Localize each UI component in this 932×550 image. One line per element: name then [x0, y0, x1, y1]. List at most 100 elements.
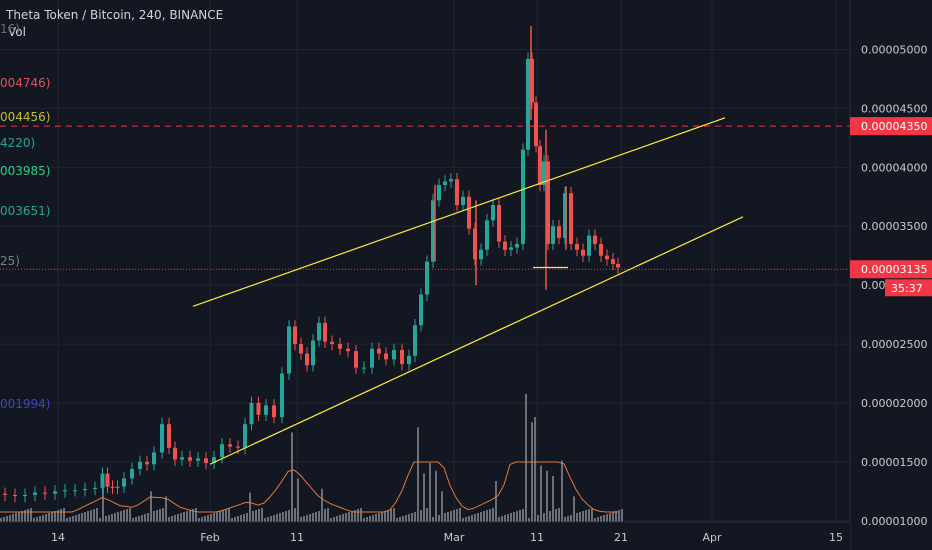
y-tick-label: 0.00002500	[861, 338, 927, 351]
volume-bar	[192, 509, 194, 522]
candle-body	[431, 200, 435, 262]
volume-bar	[315, 512, 317, 522]
candle-body	[93, 487, 97, 490]
volume-bar	[408, 514, 410, 522]
volume-bar	[9, 515, 11, 522]
volume-bar	[225, 509, 227, 522]
candle-body	[611, 259, 615, 264]
volume-bar	[270, 516, 272, 522]
candle-body	[425, 261, 429, 295]
volume-bar	[414, 512, 416, 522]
volume-bar	[261, 508, 263, 522]
volume-bar	[303, 516, 305, 522]
y-tick-label: 0.00002000	[861, 397, 927, 410]
candle-body	[280, 373, 284, 418]
candle-body	[546, 161, 550, 244]
candle-body	[449, 179, 453, 182]
candle-body	[557, 226, 561, 239]
candle-body	[115, 486, 120, 488]
volume-bar	[558, 508, 560, 522]
volume-bar	[429, 463, 431, 522]
volume-bar	[441, 491, 443, 522]
volume-bar	[459, 508, 461, 522]
trend-line[interactable]	[209, 216, 744, 465]
volume-bar	[198, 518, 200, 522]
candle-body	[605, 255, 609, 260]
volume-bar	[555, 509, 557, 522]
volume-bar	[219, 511, 221, 522]
indicator-value-label: 001994)	[0, 397, 51, 411]
candle-body	[443, 181, 447, 185]
volume-bar	[426, 508, 428, 522]
volume-bar	[18, 512, 20, 522]
volume-bar	[189, 510, 191, 522]
volume-bar	[456, 509, 458, 522]
candle-body	[593, 235, 597, 244]
volume-bar	[477, 513, 479, 522]
volume-bar	[15, 513, 17, 522]
candle-body	[330, 341, 334, 345]
volume-bar	[351, 511, 353, 522]
candle-body	[551, 226, 555, 244]
volume-bar	[564, 517, 566, 522]
volume-bar	[405, 515, 407, 522]
candle-body	[461, 196, 465, 206]
volume-bar	[288, 510, 290, 522]
candle-body	[212, 457, 216, 464]
volume-bar	[42, 515, 44, 522]
candle-body	[63, 490, 67, 492]
candle-body	[173, 447, 177, 460]
volume-bar	[180, 513, 182, 522]
volume-bar	[306, 515, 308, 522]
volume-bar	[342, 514, 344, 522]
volume-bar	[66, 518, 68, 522]
candle-body	[43, 492, 47, 494]
candle-body	[370, 348, 374, 368]
volume-bar	[69, 517, 71, 522]
volume-bar	[339, 515, 341, 522]
volume-bar	[144, 514, 146, 522]
candle-body	[249, 402, 254, 425]
volume-bar	[519, 510, 521, 522]
candle-body	[497, 205, 501, 242]
volume-bar	[360, 508, 362, 522]
volume-bar	[207, 515, 209, 522]
indicator-value-label: 25)	[0, 254, 20, 268]
x-tick-label: 11	[290, 531, 304, 544]
candle-body	[188, 457, 192, 461]
volume-bar	[447, 512, 449, 522]
volume-bar	[510, 513, 512, 522]
candle-body	[236, 446, 240, 448]
candle-body	[243, 424, 247, 448]
volume-bar	[282, 512, 284, 522]
candle-body	[491, 205, 495, 221]
volume-bar	[153, 511, 155, 522]
volume-bar	[84, 512, 86, 522]
volume-bar	[600, 516, 602, 522]
volume-bar	[39, 516, 41, 522]
volume-bar	[168, 517, 170, 522]
volume-bar	[357, 509, 359, 522]
volume-bar	[609, 513, 611, 522]
volume-bar	[618, 510, 620, 522]
candle-body	[73, 490, 77, 492]
volume-bar	[147, 513, 149, 522]
volume-bar	[390, 509, 392, 522]
volume-bar	[399, 517, 401, 522]
volume-bar	[597, 517, 599, 522]
chart-title: Theta Token / Bitcoin, 240, BINANCE	[6, 8, 224, 22]
volume-bar	[330, 518, 332, 522]
volume-bar	[81, 513, 83, 522]
candle-body	[338, 344, 342, 349]
candle-body	[323, 322, 327, 342]
volume-bar	[87, 511, 89, 522]
volume-bar	[483, 511, 485, 522]
volume-bar	[465, 517, 467, 522]
candle-body	[362, 367, 366, 369]
trend-line[interactable]	[192, 117, 726, 307]
volume-bar	[348, 512, 350, 522]
x-tick-label: Apr	[702, 531, 722, 544]
volume-bar	[75, 515, 77, 522]
candle-body	[413, 325, 417, 356]
